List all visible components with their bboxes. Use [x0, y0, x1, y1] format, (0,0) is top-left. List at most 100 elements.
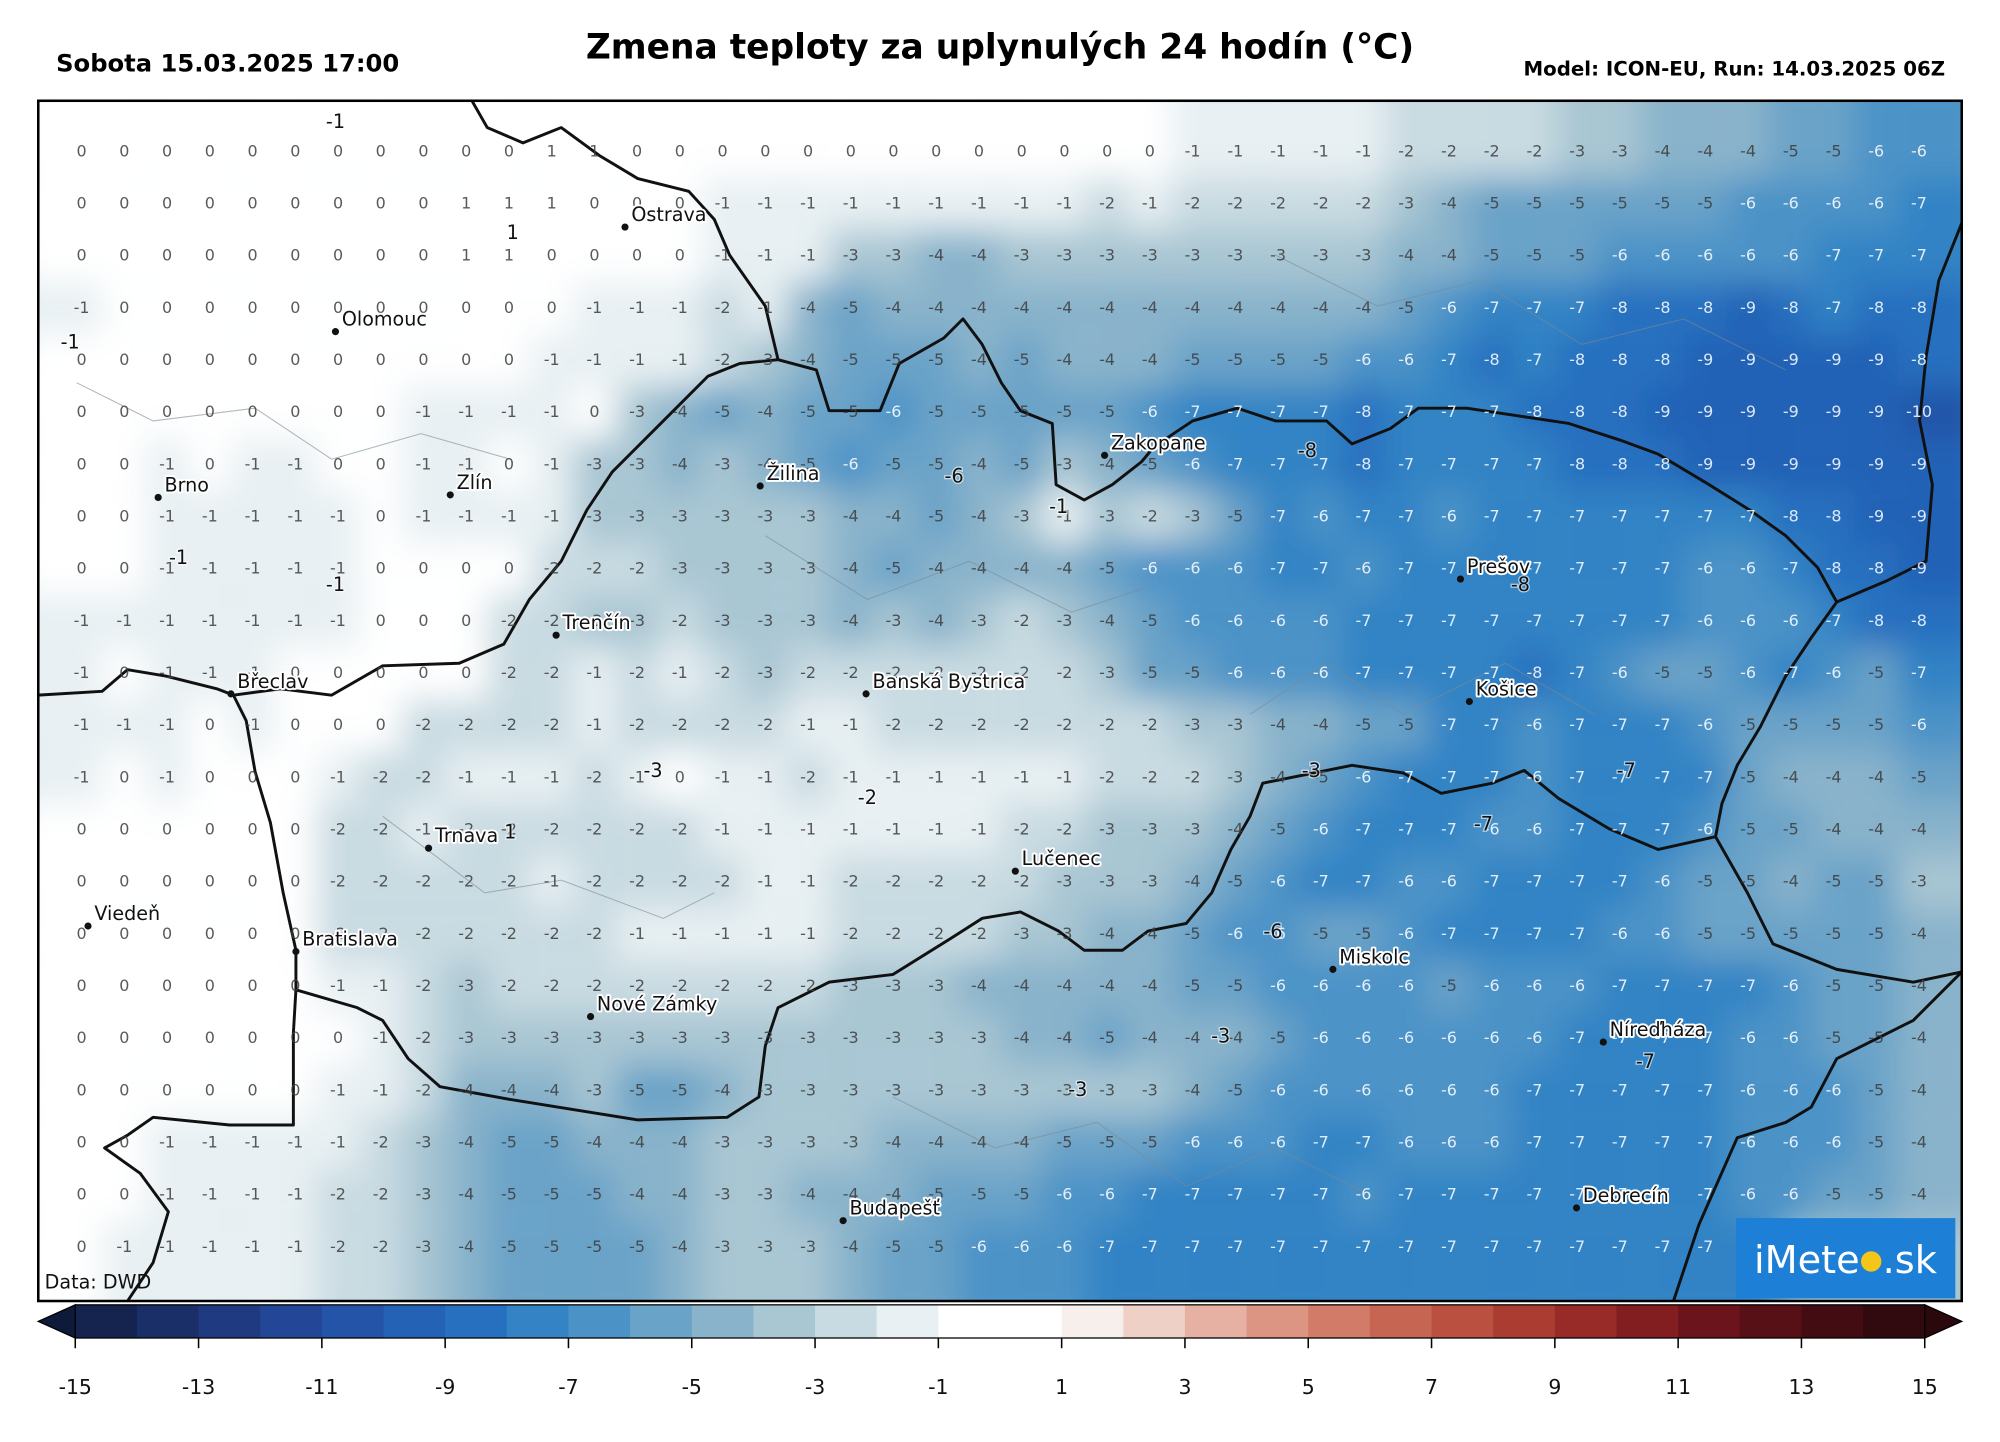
field-cell: [145, 177, 189, 231]
field-cell: [103, 1221, 146, 1302]
field-cell: [1000, 803, 1044, 857]
grid-value: -1: [629, 767, 645, 786]
grid-value: -7: [1826, 246, 1842, 265]
field-cell: [1555, 1169, 1599, 1222]
field-cell: [316, 1064, 360, 1117]
grid-value: 0: [247, 767, 257, 786]
field-cell: [1513, 490, 1556, 544]
grid-value: -7: [1441, 350, 1457, 369]
grid-value: -3: [715, 454, 731, 473]
grid-value: -4: [1826, 819, 1842, 838]
grid-value: -7: [1398, 611, 1414, 630]
field-cell: [316, 595, 360, 648]
field-cell: [573, 282, 616, 335]
field-cell: [1171, 490, 1214, 544]
grid-value: -6: [1014, 1237, 1030, 1256]
grid-value: -5: [1227, 506, 1243, 525]
grid-value: -7: [1655, 819, 1671, 838]
grid-value: 0: [247, 402, 257, 421]
field-cell: [1427, 282, 1471, 335]
grid-value: -2: [373, 1237, 389, 1256]
city-dot: [84, 922, 92, 930]
grid-value: -4: [1099, 976, 1115, 995]
grid-value: -4: [843, 1185, 859, 1204]
field-cell: [1342, 1012, 1385, 1065]
field-cell: [1854, 334, 1898, 387]
grid-value: -3: [416, 1185, 432, 1204]
extremum-label: 1: [504, 820, 516, 843]
grid-value: -3: [1185, 246, 1201, 265]
field-cell: [1513, 282, 1556, 335]
grid-value: -3: [886, 246, 902, 265]
field-cell: [1000, 908, 1044, 961]
grid-value: -2: [1056, 663, 1072, 682]
grid-value: -5: [1099, 402, 1115, 421]
grid-value: -8: [1826, 559, 1842, 578]
grid-value: -1: [159, 1237, 175, 1256]
grid-value: -2: [544, 663, 560, 682]
field-cell: [188, 1221, 232, 1302]
field-cell: [829, 908, 873, 961]
field-cell: [1000, 543, 1044, 596]
grid-value: -9: [1911, 506, 1927, 525]
colorbar-segment: [445, 1304, 508, 1339]
field-cell: [957, 334, 1001, 387]
grid-value: -2: [373, 1185, 389, 1204]
field-cell: [1213, 960, 1257, 1013]
grid-value: -5: [1014, 454, 1030, 473]
field-cell: [1427, 856, 1471, 909]
grid-value: -2: [544, 715, 560, 734]
grid-value: -4: [1270, 715, 1286, 734]
city-label: Nové Zámky: [597, 993, 717, 1016]
grid-value: -1: [1056, 193, 1072, 212]
grid-value: -5: [843, 402, 859, 421]
field-cell: [786, 1012, 830, 1065]
grid-value: -1: [202, 1237, 218, 1256]
grid-value: 0: [504, 559, 514, 578]
grid-value: -3: [757, 1080, 773, 1099]
grid-value: -7: [1313, 454, 1329, 473]
field-cell: [188, 960, 232, 1013]
grid-value: -6: [1484, 976, 1500, 995]
field-cell: [38, 908, 104, 961]
grid-value: 0: [418, 193, 428, 212]
grid-value: -5: [928, 402, 944, 421]
grid-value: -7: [1569, 611, 1585, 630]
field-cell: [359, 1169, 403, 1222]
field-cell: [1043, 595, 1086, 648]
grid-value: -3: [800, 1132, 816, 1151]
field-cell: [615, 282, 659, 335]
field-cell: [487, 960, 531, 1013]
grid-value: -5: [1398, 298, 1414, 317]
grid-value: -4: [672, 1132, 688, 1151]
field-cell: [1384, 386, 1428, 439]
grid-value: -3: [715, 611, 731, 630]
field-cell: [1299, 699, 1343, 752]
field-cell: [615, 177, 659, 231]
field-cell: [914, 438, 958, 491]
grid-value: -7: [1484, 402, 1500, 421]
field-cell: [658, 1221, 702, 1302]
field-cell: [145, 595, 189, 648]
field-cell: [615, 1064, 659, 1117]
grid-value: -2: [715, 715, 731, 734]
grid-value: -5: [1056, 402, 1072, 421]
grid-value: -2: [843, 663, 859, 682]
field-cell: [1427, 803, 1471, 857]
field-cell: [188, 490, 232, 544]
grid-value: -8: [1655, 454, 1671, 473]
field-cell: [359, 177, 403, 231]
grid-value: -7: [1569, 1132, 1585, 1151]
field-cell: [1342, 647, 1385, 700]
field-cell: [743, 595, 787, 648]
field-cell: [573, 1012, 616, 1065]
field-cell: [402, 177, 445, 231]
field-cell: [1769, 543, 1813, 596]
field-cell: [1641, 908, 1684, 961]
field-cell: [1213, 1221, 1257, 1302]
grid-value: -1: [202, 559, 218, 578]
grid-value: -7: [1655, 611, 1671, 630]
field-cell: [1812, 595, 1855, 648]
grid-value: -3: [501, 1028, 517, 1047]
field-cell: [1299, 282, 1343, 335]
